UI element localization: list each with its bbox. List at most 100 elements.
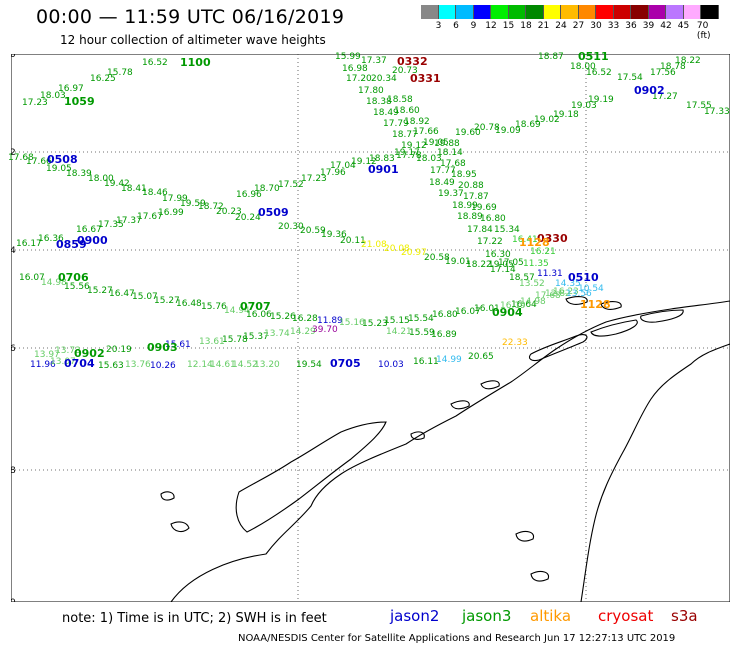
swh-value: 20.78 [474, 123, 500, 133]
legend-swatch [578, 5, 596, 19]
swh-value: 18.46 [142, 188, 168, 198]
swh-value: 16.06 [246, 310, 272, 320]
swh-value: 17.23 [22, 98, 48, 108]
swh-value: 17.56 [650, 68, 676, 78]
time-0902: 0902 [634, 84, 665, 97]
swh-value: 16.80 [480, 214, 506, 224]
swh-value: 15.78 [222, 335, 248, 345]
swh-value: 10.03 [378, 360, 404, 370]
swh-value: 18.58 [387, 95, 413, 105]
swh-value: 19.12 [351, 157, 377, 167]
time-0330: 0330 [537, 232, 568, 245]
swh-value: 16.07 [19, 273, 45, 283]
time-1128b: 1128 [580, 298, 611, 311]
swh-value: 20.11 [340, 236, 366, 246]
swh-value: 15.26 [270, 312, 296, 322]
legend-swatch [473, 5, 491, 19]
legend-swatch [648, 5, 666, 19]
legend-tick: 12 [485, 21, 497, 31]
swh-value: 15.61 [165, 340, 191, 350]
swh-value: 18.77 [392, 130, 418, 140]
swh-value: 14.99 [436, 355, 462, 365]
swh-value: 16.28 [292, 314, 318, 324]
swh-value: 16.41 [512, 235, 538, 245]
swh-value: 13.56 [566, 289, 592, 299]
time-0508: 0508 [47, 153, 78, 166]
swh-value: 16.30 [485, 250, 511, 260]
swh-value: 19.05 [488, 260, 514, 270]
swh-value: 13.97 [34, 350, 60, 360]
swh-value: 14.98 [41, 278, 67, 288]
swh-value: 16.89 [431, 330, 457, 340]
time-0706: 0706 [58, 271, 89, 284]
legend-tick: 6 [453, 21, 459, 31]
legend-swatch [613, 5, 631, 19]
swh-value: 18.95 [451, 170, 477, 180]
lat-tick-label: -60 [11, 54, 16, 60]
swh-value: 13.76 [125, 360, 151, 370]
swh-value: 17.78 [396, 151, 422, 161]
legend-tick: 30 [590, 21, 602, 31]
swh-value: 17.27 [652, 92, 678, 102]
legend-tick: 15 [502, 21, 515, 31]
swh-value: 17.35 [98, 220, 124, 230]
swh-value: 17.66 [26, 157, 52, 167]
swh-value: 18.92 [404, 117, 430, 127]
swh-value: 15.16 [339, 318, 365, 328]
swh-value: 17.33 [704, 107, 730, 117]
swh-value: 18.60 [394, 106, 420, 116]
swh-value: 15.34 [494, 225, 520, 235]
swh-value: 19.03 [571, 101, 597, 111]
swh-value: 18.38 [366, 97, 392, 107]
swh-value: 17.14 [490, 265, 516, 275]
swh-value: 18.57 [509, 273, 535, 283]
swh-value: 16.97 [58, 84, 84, 94]
swh-value: 17.68 [440, 159, 466, 169]
swh-value: 19.19 [588, 95, 614, 105]
swh-value: 16.98 [342, 64, 368, 74]
island-7 [480, 380, 500, 390]
sat-cryosat: cryosat [598, 607, 654, 625]
time-0904: 0904 [492, 306, 523, 319]
swh-value: 11.89 [317, 316, 343, 326]
legend-swatch [526, 5, 544, 19]
time-0900: 0900 [77, 234, 108, 247]
swh-value: 17.99 [162, 194, 188, 204]
swh-value: 22.33 [502, 338, 528, 348]
lat-lon-grid [11, 54, 730, 602]
swh-value: 12.14 [187, 360, 213, 370]
time-0902b: 0902 [74, 347, 105, 360]
swh-value: 20.08 [384, 244, 410, 254]
legend-swatch [701, 5, 719, 19]
swh-value: 13.20 [254, 360, 280, 370]
island-10 [410, 431, 425, 440]
swh-value: 17.37 [116, 216, 142, 226]
swh-value: 20.24 [235, 213, 261, 223]
time-1059: 1059 [64, 95, 95, 108]
legend-tick: 18 [520, 21, 532, 31]
swh-value: 20.23 [216, 207, 242, 217]
swh-value: 12.82 [545, 289, 571, 299]
swh-value: 18.41 [121, 184, 147, 194]
swh-value: 18.22 [466, 260, 492, 270]
time-1128: 1128 [519, 236, 550, 249]
legend-tick: 33 [607, 21, 620, 31]
swh-value: 20.30 [278, 222, 304, 232]
swh-value: 16.48 [176, 299, 202, 309]
swh-value: 17.37 [361, 56, 387, 66]
swh-value: 16.64 [511, 300, 537, 310]
time-0705: 0705 [330, 357, 361, 370]
swh-value: 18.72 [198, 202, 224, 212]
swh-value: 21.08 [361, 240, 387, 250]
swh-value: 16.52 [586, 68, 612, 78]
swh-value: 20.73 [392, 66, 418, 76]
swh-value: 16.17 [16, 239, 42, 249]
island-11 [515, 530, 535, 542]
lat-tick-label: -66 [11, 344, 16, 354]
time-0331: 0331 [410, 72, 441, 85]
swh-value: 14.35 [555, 279, 581, 289]
swh-value: 17.55 [686, 101, 712, 111]
swh-value: 19.02 [534, 115, 560, 125]
swh-value: 18.03 [416, 154, 442, 164]
swh-value: 16.19 [500, 301, 526, 311]
